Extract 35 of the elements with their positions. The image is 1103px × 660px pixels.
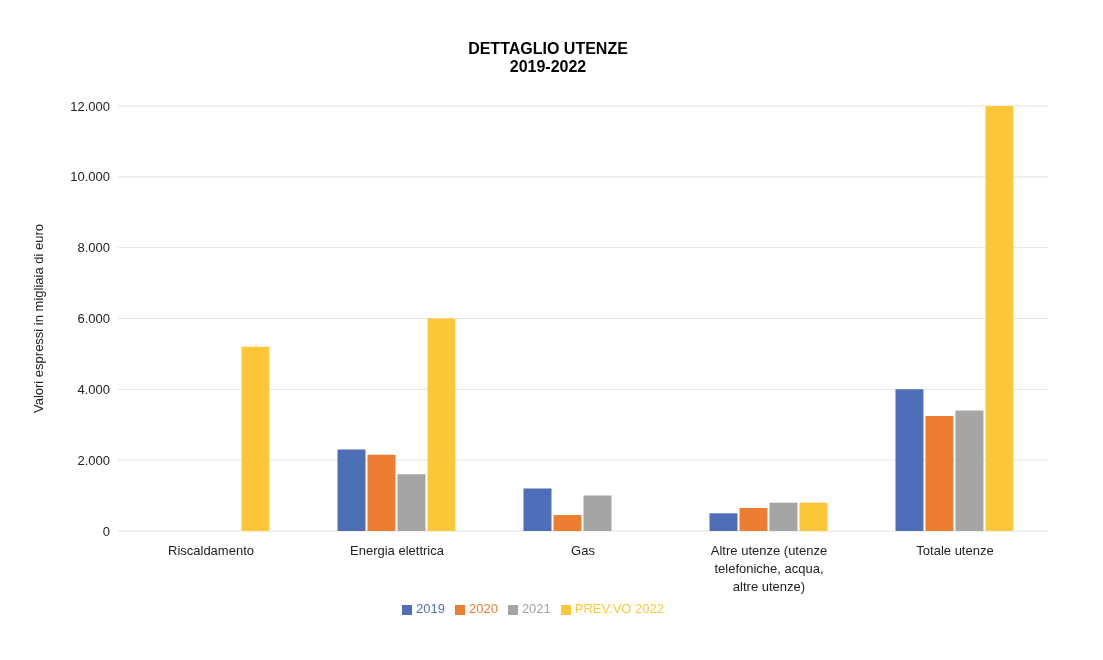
- bar: [709, 513, 738, 531]
- legend-label: PREV.VO 2022: [574, 601, 664, 616]
- bar: [553, 515, 582, 531]
- x-tick-label: Gas: [571, 543, 596, 558]
- y-tick-label: 12.000: [70, 98, 110, 114]
- bar: [895, 389, 924, 531]
- bar: [769, 502, 798, 531]
- legend-label: 2019: [416, 601, 445, 616]
- legend-label: 2021: [521, 601, 551, 616]
- y-tick-label: 8.000: [77, 240, 110, 256]
- y-tick-label: 2.000: [77, 452, 110, 468]
- bar: [241, 346, 270, 531]
- y-tick-label: 0: [102, 523, 110, 539]
- chart-subtitle: 2019-2022: [508, 58, 588, 76]
- bar: [925, 415, 954, 531]
- bar: [583, 495, 612, 531]
- bar: [955, 410, 984, 531]
- bar: [799, 502, 828, 531]
- chart-title: DETTAGLIO UTENZE: [467, 40, 629, 58]
- bar: [397, 474, 426, 531]
- bar: [427, 318, 456, 531]
- y-tick-label: 6.000: [77, 311, 110, 327]
- bar: [337, 449, 366, 531]
- x-tick-label: Riscaldamento: [168, 543, 254, 558]
- x-tick-label: Totale utenze: [916, 543, 994, 558]
- bar: [985, 106, 1014, 531]
- y-tick-label: 4.000: [77, 381, 110, 397]
- bar: [367, 454, 396, 531]
- x-tick-label: Energia elettrica: [350, 543, 445, 558]
- y-tick-label: 10.000: [70, 169, 110, 185]
- bar: [523, 488, 552, 531]
- x-tick-label: Altre utenze (utenze telefoniche, acqua, altre utenze): [710, 543, 828, 594]
- legend-label: 2020: [468, 601, 498, 616]
- bar: [739, 507, 768, 531]
- y-axis-title: Valori espressi in migliaia di euro: [30, 223, 46, 414]
